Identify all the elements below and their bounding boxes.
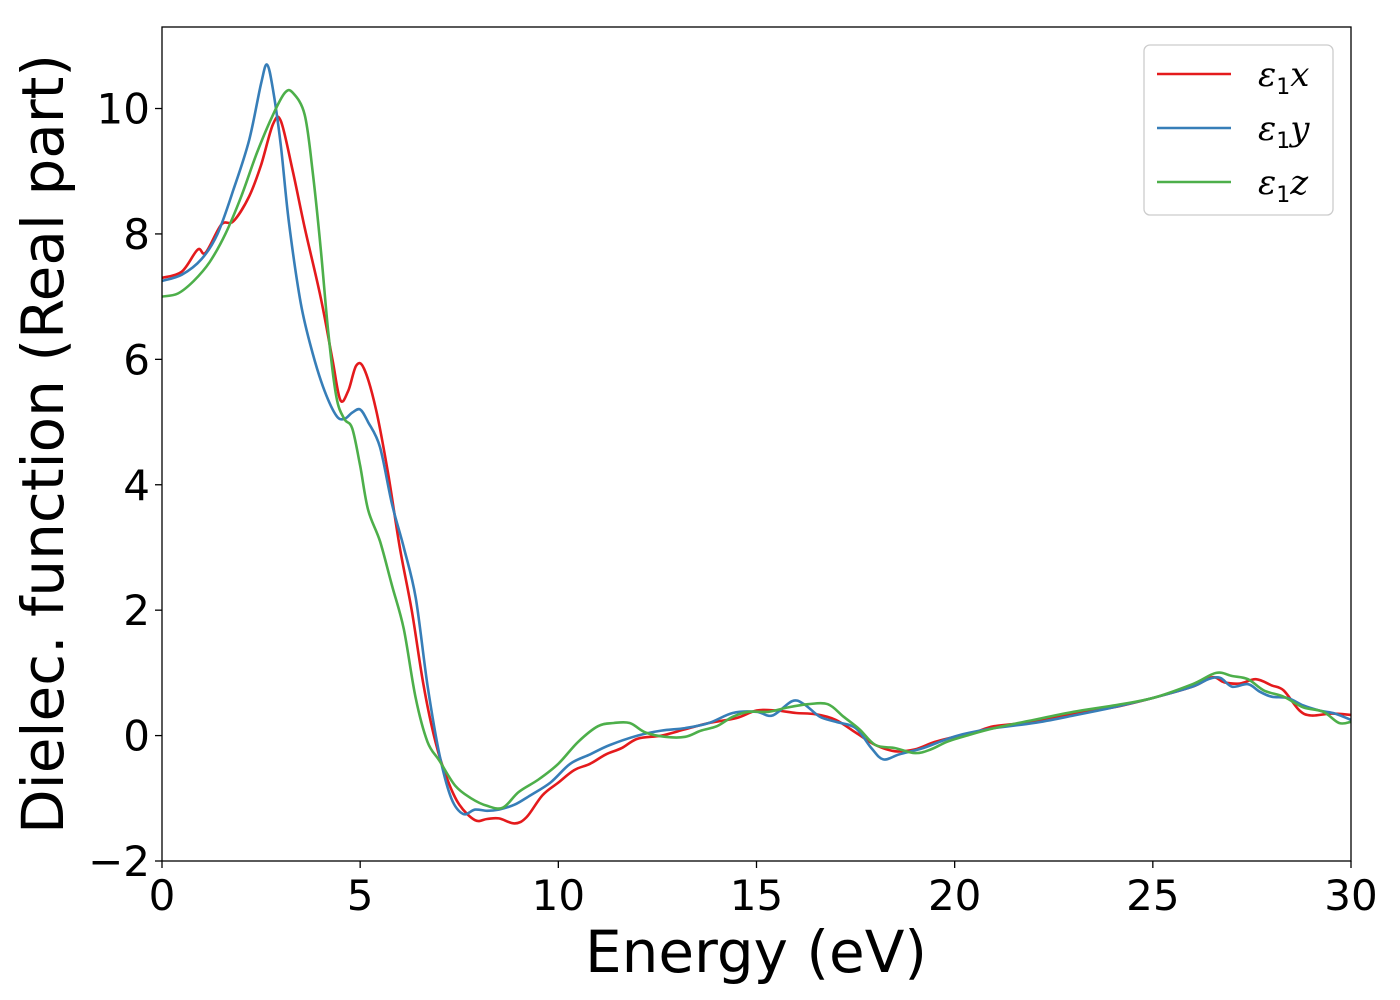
y-tick-label: 10 [97, 85, 150, 134]
legend-label-z: ε1z [1258, 163, 1309, 208]
legend-label-x: ε1x [1258, 55, 1309, 100]
y-tick-label: 2 [123, 586, 150, 635]
legend-box [1143, 44, 1334, 216]
x-axis-title: Energy (eV) [585, 918, 927, 986]
x-tick-label: 25 [1126, 871, 1179, 920]
x-tick-label: 30 [1324, 871, 1377, 920]
y-axis: −2 0 2 4 6 8 10 [88, 85, 162, 886]
legend: ε1x ε1y ε1z [1143, 44, 1334, 216]
legend-label-y: ε1y [1258, 109, 1310, 154]
x-tick-label: 5 [347, 871, 374, 920]
plot-area [161, 63, 1352, 825]
x-tick-label: 0 [149, 871, 176, 920]
x-tick-label: 15 [730, 871, 783, 920]
x-axis: 0 5 10 15 20 25 30 [149, 861, 1378, 920]
y-tick-label: 8 [123, 210, 150, 259]
x-tick-label: 20 [928, 871, 981, 920]
y-axis-title: Dielec. function (Real part) [9, 54, 77, 834]
y-tick-label: 4 [123, 461, 150, 510]
y-tick-label: 6 [123, 335, 150, 384]
series-line-z [161, 88, 1352, 810]
x-tick-label: 10 [532, 871, 585, 920]
y-tick-label: −2 [88, 837, 150, 886]
y-tick-label: 0 [123, 712, 150, 761]
